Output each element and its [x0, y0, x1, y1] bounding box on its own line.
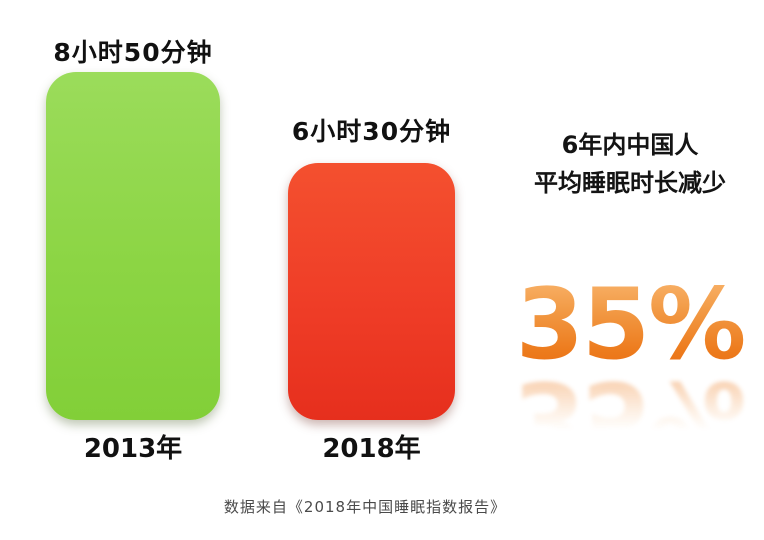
axis-label-2018: 2018年	[322, 434, 421, 464]
bar-value-label-2018: 6小时30分钟	[291, 117, 452, 146]
percent-value-reflection: 35%	[500, 359, 760, 473]
bar-value-label-2013: 8小时50分钟	[53, 38, 213, 67]
percent-value: 35%	[500, 276, 760, 374]
data-source-note: 数据来自《2018年中国睡眠指数报告》	[223, 498, 507, 516]
bar-2013	[46, 72, 220, 420]
headline: 6年内中国人 平均睡眠时长减少	[490, 126, 764, 202]
axis-label-2013: 2013年	[83, 434, 183, 464]
percent-figure: 35% 35%	[500, 276, 760, 506]
headline-line1: 6年内中国人	[561, 131, 699, 159]
headline-line2: 平均睡眠时长减少	[534, 169, 726, 197]
bar-2018	[288, 163, 455, 420]
